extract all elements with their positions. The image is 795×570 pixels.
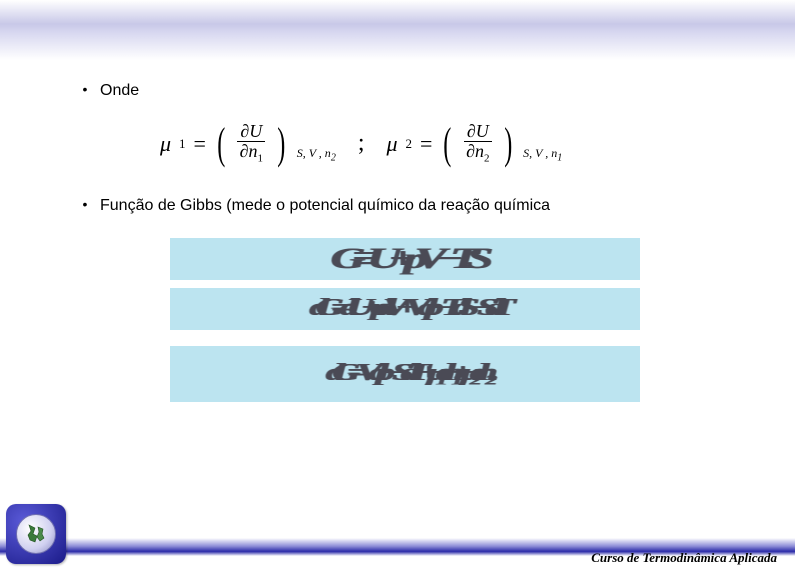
- gibbs-eq-2-box: dG=dU+pdV+Vdp−TdS−SdT: [170, 288, 640, 330]
- partial-symbol: ∂: [240, 141, 249, 161]
- left-paren: (: [444, 126, 452, 161]
- bullet-text-gibbs: Função de Gibbs (mede o potencial químic…: [100, 195, 550, 217]
- partial-symbol: ∂: [240, 121, 249, 141]
- fraction-1: ∂U ∂n1: [237, 122, 266, 165]
- right-paren: ): [277, 126, 285, 161]
- bullet-item: • Função de Gibbs (mede o potencial quím…: [70, 195, 725, 217]
- logo-map-icon: [23, 521, 49, 547]
- mu1-subscript: 1: [179, 136, 186, 152]
- gibbs-eq-1-box: G≡U+pV−TS: [170, 238, 640, 280]
- gibbs-eq-1: G≡U+pV−TS: [330, 242, 480, 276]
- bullet-marker: •: [70, 195, 100, 215]
- institution-logo: [6, 504, 66, 564]
- mu2-subscript: 2: [406, 136, 413, 152]
- equals-sign: =: [420, 131, 432, 157]
- n1-subscript: 1: [258, 153, 264, 165]
- gibbs-eq-2: dG=dU+pdV+Vdp−TdS−SdT: [308, 295, 501, 322]
- var-U: U: [249, 121, 262, 141]
- bullet-marker: •: [70, 80, 100, 100]
- partial-symbol: ∂: [467, 121, 476, 141]
- bullet-text-onde: Onde: [100, 80, 139, 102]
- right-paren: ): [504, 126, 512, 161]
- mu-symbol: μ: [160, 131, 171, 157]
- fraction-2: ∂U ∂n2: [463, 122, 492, 165]
- top-gradient-band: [0, 0, 795, 60]
- gibbs-eq-3-box: dG=Vdp−SdT+μ₁dn₁+μ₂dn₂: [170, 346, 640, 402]
- var-n: n: [249, 141, 258, 161]
- n2-subscript: 2: [484, 153, 490, 165]
- gibbs-equations-area: G≡U+pV−TS dG=dU+pdV+Vdp−TdS−SdT dG=Vdp−S…: [170, 238, 640, 402]
- mu-symbol: μ: [386, 131, 397, 157]
- condition-2: S, V , n1: [523, 146, 562, 165]
- partial-symbol: ∂: [466, 141, 475, 161]
- left-paren: (: [217, 126, 225, 161]
- slide-footer: Curso de Termodinâmica Aplicada: [0, 528, 795, 570]
- bullet-item: • Onde: [70, 80, 725, 102]
- var-U: U: [476, 121, 489, 141]
- semicolon: ;: [358, 130, 365, 157]
- gibbs-eq-3: dG=Vdp−SdT+μ₁dn₁+μ₂dn₂: [325, 360, 485, 387]
- mu-equations: μ1 = ( ∂U ∂n1 ) S, V , n2 ; μ2 = ( ∂U ∂n…: [160, 122, 725, 165]
- footer-course-title: Curso de Termodinâmica Aplicada: [591, 550, 777, 566]
- equals-sign: =: [194, 131, 206, 157]
- slide-content: • Onde μ1 = ( ∂U ∂n1 ) S, V , n2 ; μ2 = …: [0, 60, 795, 402]
- condition-1: S, V , n2: [297, 146, 336, 165]
- var-n: n: [475, 141, 484, 161]
